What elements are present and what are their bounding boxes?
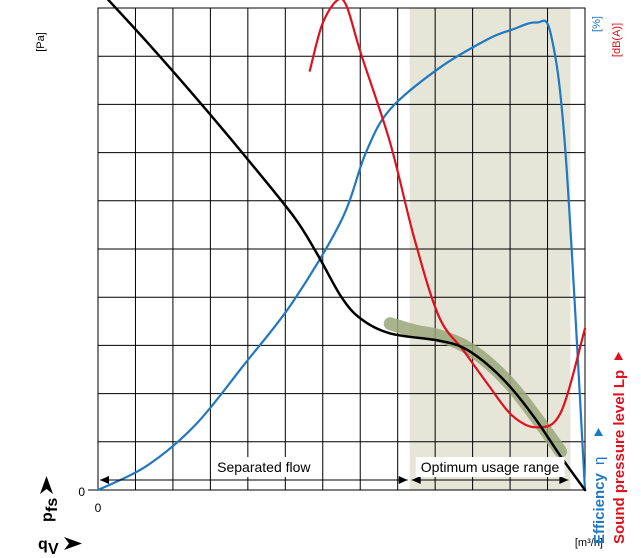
svg-text:Efficiency η: Efficiency η [591, 457, 608, 544]
series-efficiency-line [96, 19, 587, 492]
grid [88, 8, 585, 491]
zone-arrowhead-icon [411, 476, 421, 484]
zone-label-background [212, 457, 317, 477]
curves [96, 0, 587, 492]
zone-labels: Separated flow Optimum usage range [212, 457, 565, 477]
y-axis-symbol: p fs [39, 476, 61, 522]
efficiency-arrow-icon [594, 428, 603, 436]
x-axis-zero-label: 0 [95, 501, 102, 515]
sound-unit: [dB(A)] [611, 23, 623, 57]
efficiency-name: Efficiency [591, 472, 608, 544]
x-axis-symbol: q V [38, 536, 82, 558]
plot-frame [97, 7, 586, 491]
x-axis-unit: [m³/h] [575, 537, 603, 549]
zone-arrowhead-icon [100, 476, 109, 484]
y-axis-unit: [Pa] [35, 32, 47, 52]
x-axis-symbol-subscript: V [48, 541, 59, 558]
efficiency-label: Efficiency η [591, 428, 608, 544]
zone-arrowhead-icon [559, 476, 569, 484]
efficiency-symbol: η [591, 457, 608, 465]
zone-label-optimum-usage-range: Optimum usage range [421, 459, 560, 475]
y-axis-symbol-subscript: fs [44, 498, 61, 512]
series-pressure-line [106, 0, 587, 492]
y-axis-symbol-p: p [39, 512, 56, 522]
sound-arrow-icon [614, 352, 623, 360]
series-optimum-band-line [383, 317, 568, 458]
x-axis-symbol-q: q [38, 536, 48, 553]
series-sound-line [308, 0, 587, 429]
zone-arrowhead-icon [398, 476, 408, 484]
x-axis-arrow-icon [64, 537, 82, 550]
y-axis-zero-label: 0 [78, 485, 85, 499]
efficiency-unit: [%] [591, 16, 603, 32]
sound-name: Sound pressure level Lp [611, 370, 628, 544]
zone-label-background [415, 457, 565, 477]
y-axis-arrow-icon [40, 476, 53, 494]
sound-label: Sound pressure level Lp [611, 352, 628, 544]
zone-markers [100, 476, 569, 484]
zone-label-separated-flow: Separated flow [217, 459, 311, 475]
